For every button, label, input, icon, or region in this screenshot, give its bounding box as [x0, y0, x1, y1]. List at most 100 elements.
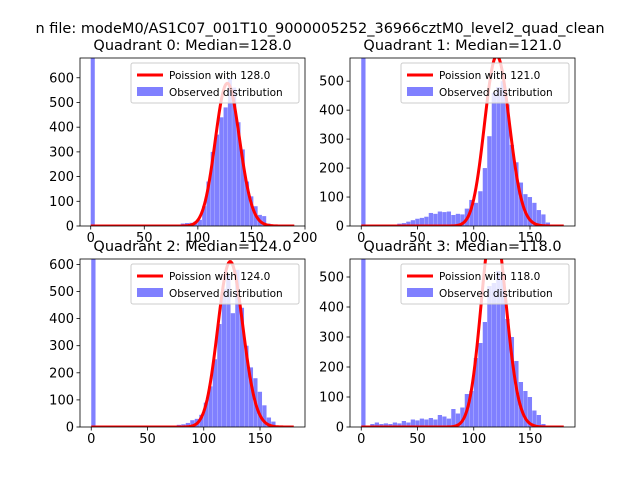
histogram-bar [446, 418, 452, 427]
histogram-bar [491, 283, 497, 427]
histogram-bar [532, 202, 537, 226]
y-tick-label: 0 [336, 421, 344, 436]
histogram-bar [478, 191, 483, 226]
histogram-bar [419, 217, 425, 226]
legend: Poission with 124.0 Observed distribution [130, 263, 300, 305]
histogram-bar [424, 419, 429, 427]
histogram-bar [509, 337, 515, 427]
legend-hist-swatch [137, 87, 163, 96]
histogram-bar [455, 213, 461, 226]
legend: Poission with 118.0 Observed distribution [400, 263, 570, 305]
x-tick-label: 0 [87, 231, 95, 246]
quadrant-panel-1: 0 50 100 150 0 100 200 300 400 500 Quadrant 1: Med… [319, 38, 576, 246]
histogram-bar [244, 345, 249, 427]
histogram-bar [415, 218, 420, 226]
histogram-bar [514, 162, 519, 226]
histogram-bar [217, 324, 222, 427]
y-tick-label: 100 [49, 393, 74, 408]
histogram-bar [249, 196, 254, 226]
histogram-bar [536, 415, 542, 427]
histogram-bar [235, 269, 240, 427]
histogram-bar [491, 92, 497, 226]
histogram-bar [202, 206, 207, 226]
histogram-bar [383, 423, 389, 427]
histogram-bar [446, 211, 452, 226]
histogram-bar [487, 286, 492, 427]
x-tick-label: 100 [185, 231, 210, 246]
x-tick-label: 150 [518, 231, 543, 246]
x-tick-label: 100 [461, 432, 486, 447]
legend-box [130, 263, 300, 305]
axes-frame [349, 57, 576, 227]
histogram-bar [478, 343, 483, 427]
histogram-bar [410, 419, 416, 427]
legend-fit-label: Poission with 124.0 [169, 271, 270, 283]
x-tick-label: 200 [293, 231, 318, 246]
y-tick-label: 400 [319, 104, 344, 119]
histogram-bar [248, 367, 254, 427]
histogram-bar [406, 422, 411, 427]
histogram-bar [505, 104, 510, 226]
y-tick-label: 600 [49, 258, 74, 273]
legend-hist-swatch [407, 288, 433, 297]
plot-area [360, 259, 565, 427]
histogram-bar [232, 87, 237, 226]
histogram-bar [227, 77, 232, 226]
y-tick-label: 500 [49, 96, 74, 111]
histogram-bar [361, 58, 366, 226]
histogram-bar [410, 220, 416, 226]
legend-hist-swatch [137, 288, 163, 297]
histogram-bar [437, 211, 443, 226]
y-tick-label: 500 [319, 75, 344, 90]
histogram-bar [197, 219, 202, 226]
histogram-bar [451, 409, 456, 427]
histogram-bar [455, 413, 461, 427]
quadrant-panel-2: 0 50 100 150 0 100 200 300 400 500 600 Quadrant 2: … [49, 239, 306, 447]
legend-fit-label: Poission with 118.0 [439, 271, 540, 283]
histogram-bar [257, 391, 263, 427]
histogram-bar [397, 423, 402, 427]
x-tick-label: 50 [409, 231, 426, 246]
poisson-fit-line [90, 81, 295, 226]
legend-hist-swatch [407, 87, 433, 96]
y-tick-label: 200 [319, 162, 344, 177]
histogram-bar [374, 422, 380, 427]
histogram-bar [509, 144, 515, 226]
histogram-bar [392, 422, 398, 427]
quadrant-panel-0: 0 50 100 150 200 0 100 200 300 400 500 600 Quadrant … [49, 38, 317, 246]
histogram-bar [221, 288, 227, 427]
histogram-bar [527, 397, 533, 427]
histogram-bar [206, 181, 211, 226]
x-tick-label: 100 [461, 231, 486, 246]
legend: Poission with 121.0 Observed distribution [400, 62, 570, 104]
y-tick-label: 500 [319, 271, 344, 286]
y-tick-label: 200 [49, 170, 74, 185]
x-tick-label: 50 [409, 432, 426, 447]
histogram-bar [424, 216, 429, 226]
legend-hist-label: Observed distribution [169, 87, 283, 99]
histogram-bar [185, 422, 191, 427]
histogram-bar [451, 214, 456, 226]
y-tick-label: 400 [49, 121, 74, 136]
axes-frame [349, 258, 576, 428]
histogram-bar [545, 222, 551, 226]
y-tick-label: 100 [319, 391, 344, 406]
y-tick-label: 300 [319, 331, 344, 346]
axes-frame [79, 57, 306, 227]
histogram-bar [419, 418, 425, 427]
histogram-bar [500, 277, 506, 427]
histogram-bar [428, 418, 434, 427]
x-tick-label: 150 [518, 432, 543, 447]
histogram-bar [496, 271, 501, 427]
legend-hist-label: Observed distribution [439, 288, 553, 300]
x-tick-label: 50 [139, 432, 156, 447]
legend: Poission with 128.0 Observed distribution [130, 62, 300, 104]
histogram-bar [219, 117, 224, 226]
y-tick-label: 400 [319, 301, 344, 316]
quadrant-panels: 0 50 100 150 2000100200300400500600Quadrant … [49, 38, 576, 447]
histogram-bar [203, 402, 209, 427]
histogram-bar [460, 214, 465, 226]
histogram-bar [266, 417, 272, 427]
histogram-bar [208, 386, 213, 427]
